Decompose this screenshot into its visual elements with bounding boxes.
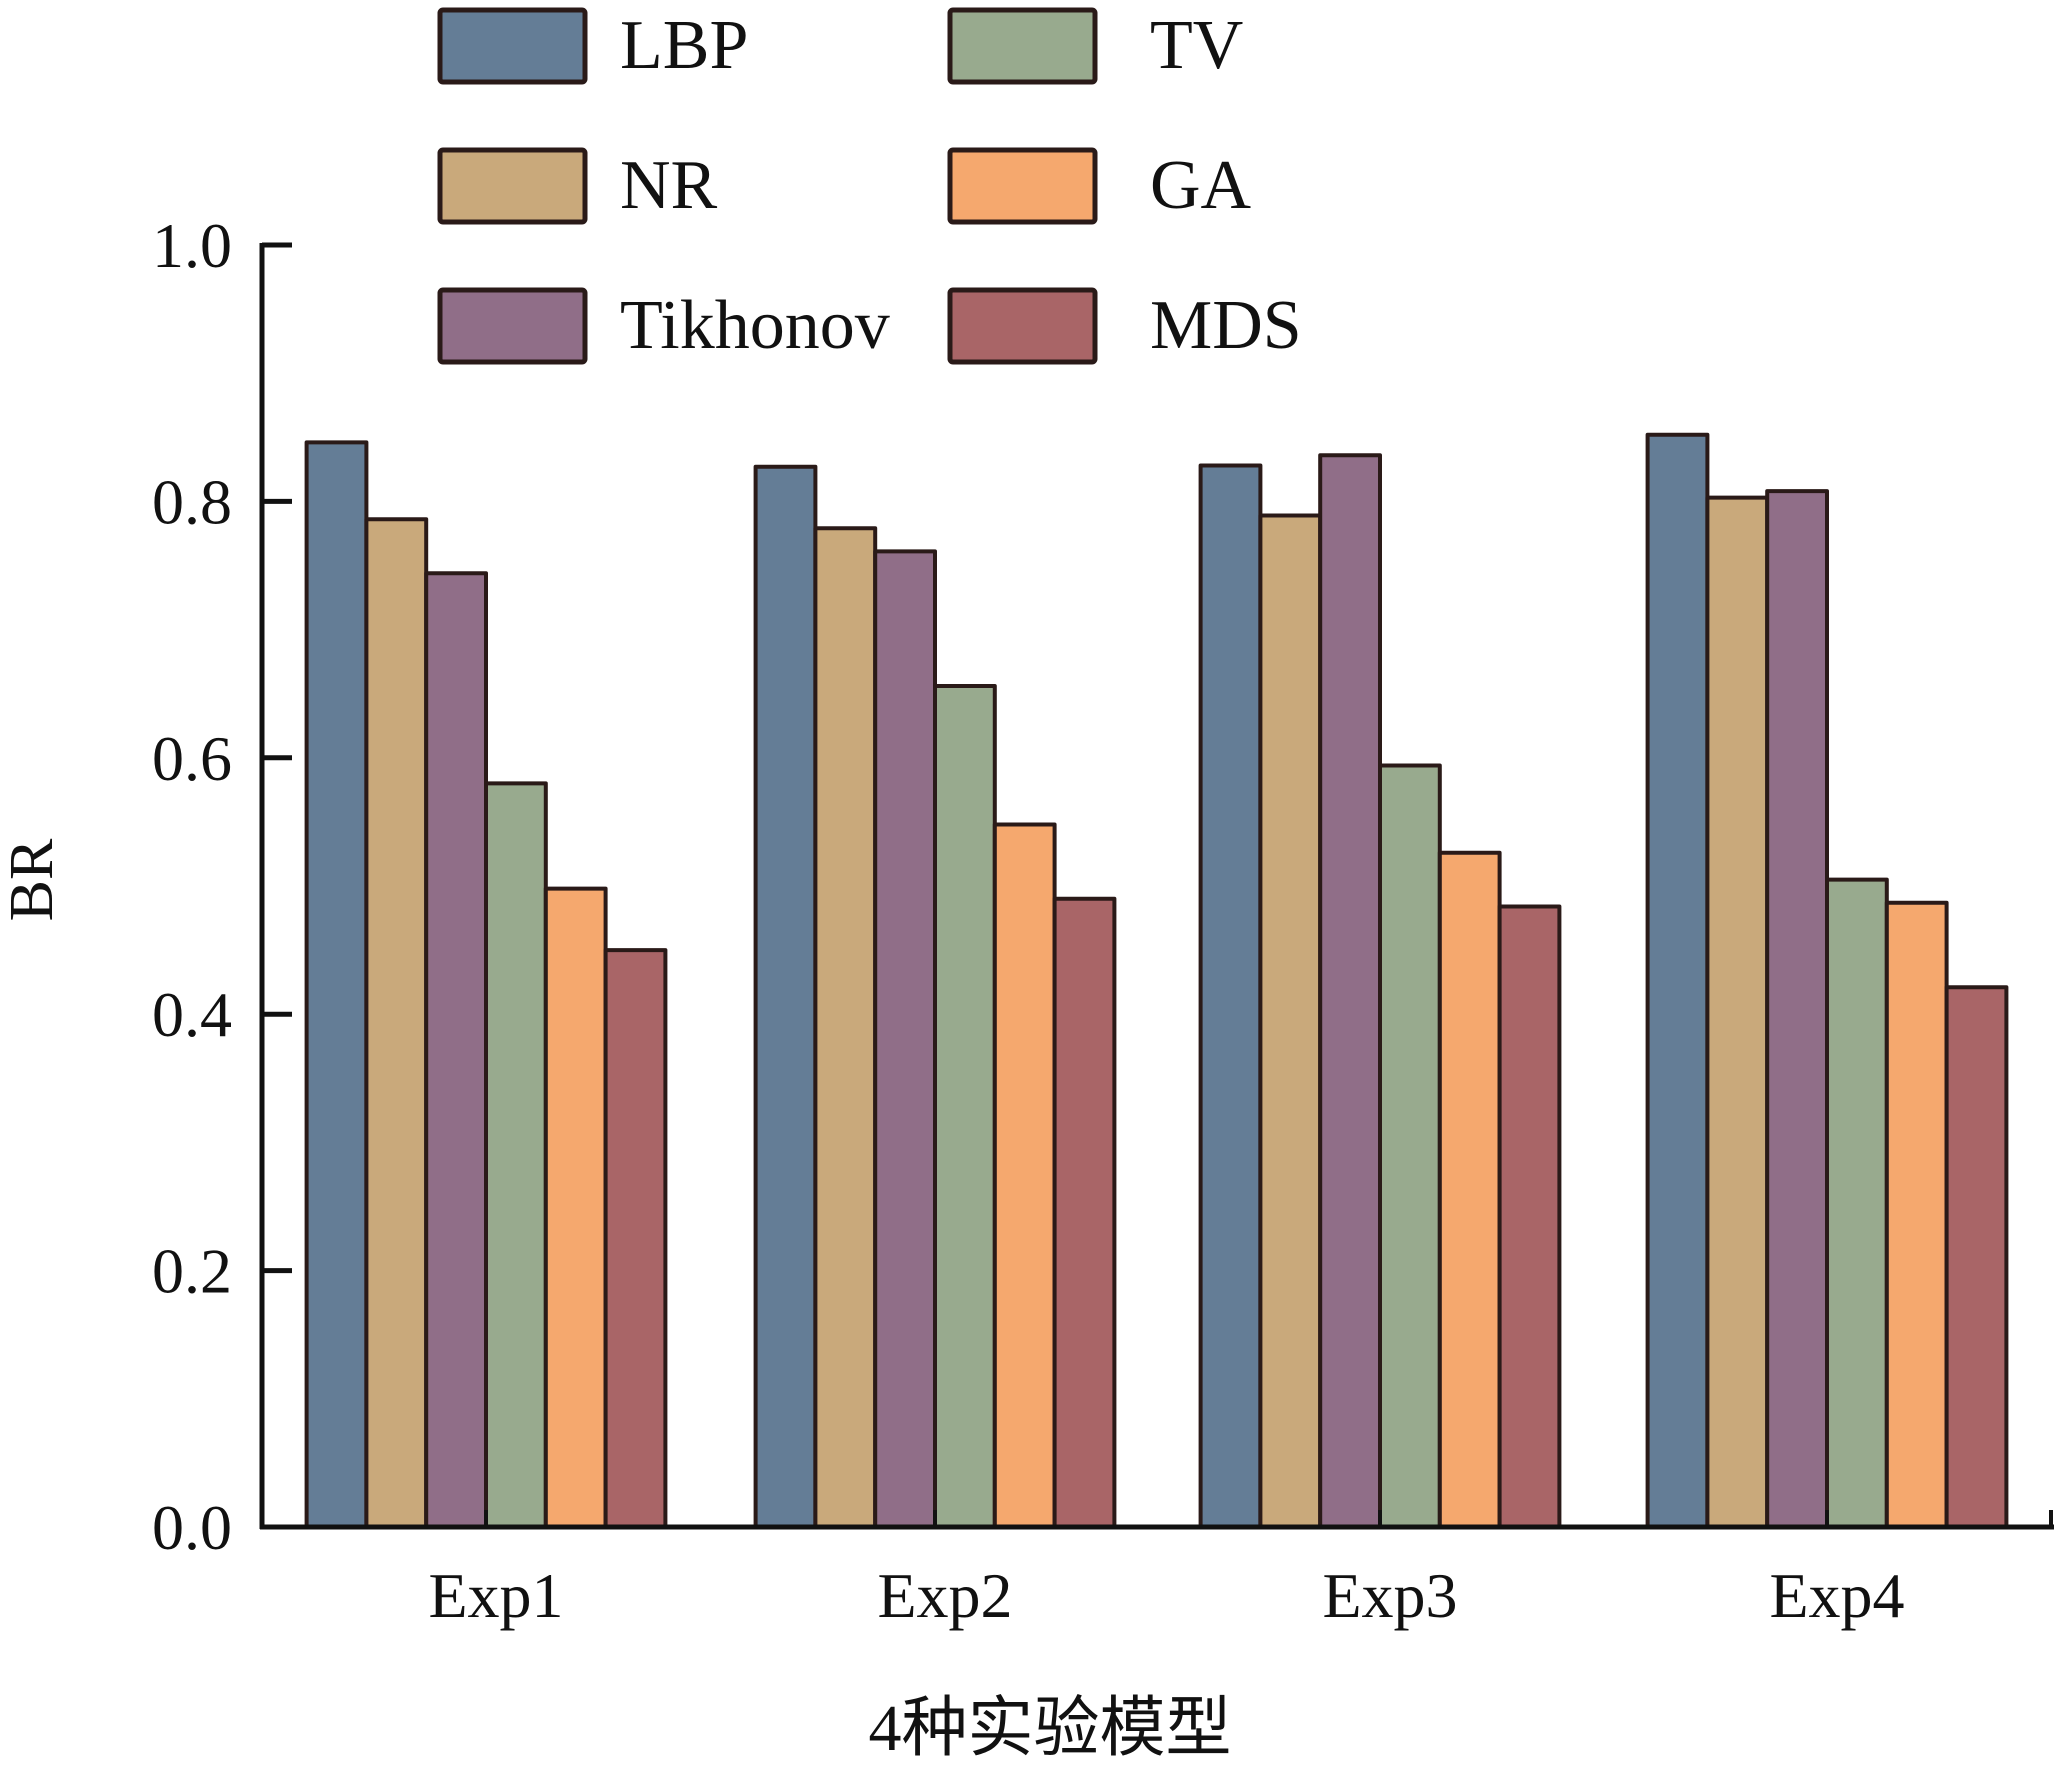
bar-mds-exp4: [1944, 985, 2009, 1529]
bar-mds-exp2: [1052, 896, 1117, 1529]
bar-tv-exp3: [1378, 763, 1442, 1529]
bar-nr-exp3: [1258, 513, 1323, 1529]
bar-ga-exp3: [1437, 850, 1502, 1529]
y-tick-label: 0.4: [152, 979, 232, 1050]
y-tick-label: 1.0: [152, 210, 232, 281]
legend-item-nr: NR: [437, 147, 718, 225]
bar-tv-exp4: [1825, 877, 1889, 1529]
legend-label: TV: [1150, 7, 1243, 84]
legend-item-tikhonov: Tikhonov: [437, 287, 890, 365]
legend-item-tv: TV: [947, 7, 1243, 85]
axes-layer: [259, 243, 2054, 1530]
legend-item-ga: GA: [947, 147, 1252, 225]
bar-mds-exp3: [1497, 904, 1562, 1529]
bar-tv-exp1: [484, 781, 548, 1529]
y-tick-label: 0.0: [152, 1492, 232, 1563]
x-tick-label: Exp4: [1769, 1560, 1904, 1631]
bar-ga-exp4: [1884, 900, 1949, 1529]
bar-tikhonov-exp3: [1318, 453, 1382, 1530]
legend-swatch: [437, 287, 588, 365]
legend-swatch: [437, 147, 588, 225]
legend-label: NR: [620, 147, 718, 224]
y-tick-label: 0.6: [152, 723, 232, 794]
bar-lbp-exp2: [753, 464, 818, 1529]
x-tick-label: Exp1: [428, 1560, 563, 1631]
y-axis-label: BR: [0, 838, 66, 921]
bar-lbp-exp3: [1198, 463, 1263, 1529]
legend-label: LBP: [620, 7, 748, 84]
bar-tv-exp2: [933, 684, 997, 1529]
legend-label: MDS: [1150, 287, 1302, 364]
bar-nr-exp4: [1705, 495, 1770, 1530]
legend-item-mds: MDS: [947, 287, 1302, 365]
bar-ga-exp1: [543, 886, 608, 1529]
bar-lbp-exp4: [1645, 432, 1710, 1530]
bar-tikhonov-exp1: [424, 571, 489, 1529]
y-tick-label: 0.8: [152, 466, 232, 537]
y-tick-label: 0.2: [152, 1236, 232, 1307]
bar-tikhonov-exp4: [1765, 489, 1829, 1530]
bars-layer: [304, 432, 2009, 1530]
y-ticks-layer: 0.0 0.2 0.4 0.6 0.8 1.0: [152, 210, 292, 1563]
bar-lbp-exp1: [304, 440, 369, 1529]
legend-swatch: [947, 287, 1098, 365]
x-ticks-layer: Exp1 Exp2 Exp3 Exp4: [428, 1510, 1905, 1631]
bar-nr-exp1: [364, 517, 429, 1529]
legend-label: Tikhonov: [620, 287, 890, 364]
bar-ga-exp2: [992, 822, 1057, 1529]
x-tick-label: Exp2: [877, 1560, 1012, 1631]
bar-mds-exp1: [603, 948, 668, 1529]
legend-swatch: [947, 7, 1098, 85]
bar-nr-exp2: [813, 526, 878, 1529]
x-axis-label: 4种实验模型: [869, 1692, 1232, 1765]
legend-item-lbp: LBP: [437, 7, 748, 85]
x-tick-label: Exp3: [1322, 1560, 1457, 1631]
bar-tikhonov-exp2: [873, 549, 938, 1529]
legend-swatch: [947, 147, 1098, 225]
legend-label: GA: [1150, 147, 1252, 224]
legend: LBP NR Tikhonov TV GA MDS: [437, 7, 1302, 365]
legend-swatch: [437, 7, 588, 85]
